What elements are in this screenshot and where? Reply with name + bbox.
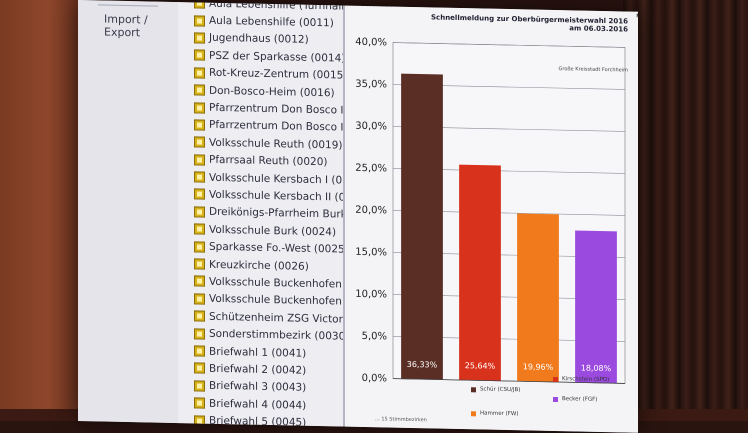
chart-bar: [575, 230, 617, 384]
precinct-folder-icon: [194, 15, 205, 27]
y-tick-label: 5,0%: [362, 331, 387, 343]
precinct-folder-icon: [194, 67, 205, 79]
y-tick-label: 15,0%: [355, 247, 387, 259]
legend-swatch: [553, 376, 558, 382]
room-wall: [0, 0, 80, 421]
navigation-pane: Import / Export: [78, 0, 179, 424]
tree-item-label: Rot-Kreuz-Zentrum (0015): [209, 66, 348, 82]
legend-label: Becker (FGF): [562, 396, 598, 403]
precinct-folder-icon: [194, 32, 205, 44]
chart-bar: [459, 164, 501, 381]
precinct-folder-icon: [194, 310, 205, 322]
precinct-folder-icon: [194, 188, 205, 201]
chart-footnote: ... 15 Stimmbezirken: [375, 416, 427, 424]
precinct-folder-icon: [194, 136, 205, 148]
y-tick-label: 30,0%: [355, 121, 387, 133]
tree-item-label: Volksschule Reuth (0019): [209, 136, 343, 152]
legend-item: Hammer (FW): [471, 410, 519, 417]
precinct-folder-icon: [194, 119, 205, 131]
tree-item-label: Briefwahl 2 (0042): [209, 362, 307, 377]
precinct-folder-icon: [194, 258, 205, 270]
tree-item-label: Briefwahl 3 (0043): [209, 380, 307, 395]
tree-item-label: PSZ der Sparkasse (0014): [209, 49, 346, 65]
bar-value-label: 25,64%: [465, 361, 496, 371]
tree-item-label: Sparkasse Fo.-West (0025): [209, 240, 349, 256]
precinct-folder-icon: [194, 380, 205, 392]
x-axis: [393, 378, 625, 384]
tree-item-label: Briefwahl 4 (0044): [209, 397, 307, 412]
nav-separator: [98, 4, 158, 7]
tree-item-label: Briefwahl 5 (0045): [209, 414, 307, 429]
legend-item: Kirschstein (SPD): [553, 376, 609, 383]
precinct-folder-icon: [194, 328, 205, 340]
tree-item-label: Kreuzkirche (0026): [209, 258, 309, 273]
legend-swatch: [471, 386, 476, 392]
gridline: [393, 42, 625, 48]
legend-swatch: [471, 410, 476, 416]
results-bar-chart: 0,0% 5,0% 10,0% 15,0% 20,0% 25,0% 30,0% 35,0% 40…: [355, 37, 626, 385]
legend-label: Schür (CSU/JB): [480, 386, 521, 394]
precinct-folder-icon: [194, 397, 205, 409]
precinct-folder-icon: [194, 0, 205, 9]
precinct-folder-icon: [194, 206, 205, 218]
bar-value-label: 36,33%: [407, 360, 438, 370]
precinct-folder-icon: [194, 345, 205, 357]
y-tick-label: 40,0%: [355, 37, 387, 49]
chart-bar: [517, 213, 559, 383]
precinct-folder-icon: [194, 275, 205, 288]
legend-item: Schür (CSU/JB): [471, 386, 520, 393]
tree-item-label: Volksschule Burk (0024): [209, 223, 337, 239]
projected-application-window: Import / Export Aula Lebenshilfe (Turnha…: [78, 0, 638, 433]
nav-item-import-export[interactable]: Import / Export: [104, 12, 148, 40]
legend-swatch: [553, 396, 558, 402]
precinct-tree: Aula Lebenshilfe (Turnhalle) (0010) Aula …: [178, 0, 393, 429]
precinct-folder-icon: [194, 49, 205, 62]
bar-value-label: 19,96%: [523, 362, 554, 372]
legend-label: Hammer (FW): [480, 410, 519, 418]
precinct-folder-icon: [194, 362, 205, 375]
precinct-folder-icon: [194, 84, 205, 96]
precinct-folder-icon: [194, 154, 205, 166]
tree-item-label: Jugendhaus (0012): [209, 32, 309, 47]
bar-value-label: 18,08%: [581, 364, 612, 374]
y-tick-label: 25,0%: [355, 163, 387, 175]
room-curtain: [623, 0, 748, 421]
precinct-folder-icon: [194, 171, 205, 183]
legend-item: Becker (FGF): [553, 396, 597, 403]
tree-item-label: Don-Bosco-Heim (0016): [209, 84, 335, 100]
chart-pane: ↖ 0,0% 5,0% 10,0% 15,0% 20,0% 25,0% 30,0% 35,0%…: [345, 5, 638, 433]
y-tick-label: 20,0%: [355, 205, 387, 217]
legend-label: Kirschstein (SPD): [562, 376, 610, 384]
precinct-folder-icon: [194, 223, 205, 235]
y-tick-label: 0,0%: [362, 373, 387, 385]
precinct-folder-icon: [194, 241, 205, 253]
precinct-folder-icon: [194, 293, 205, 305]
y-tick-label: 10,0%: [355, 289, 387, 301]
tree-item-label: Briefwahl 1 (0041): [209, 345, 307, 360]
tree-item-label: Sonderstimmbezirk (0030): [209, 327, 350, 343]
y-tick-label: 35,0%: [355, 79, 387, 91]
precinct-folder-icon: [194, 101, 205, 114]
chart-bar: [401, 73, 443, 380]
tree-item-label: Aula Lebenshilfe (0011): [209, 14, 334, 30]
tree-item-label: Pfarrsaal Reuth (0020): [209, 153, 328, 169]
